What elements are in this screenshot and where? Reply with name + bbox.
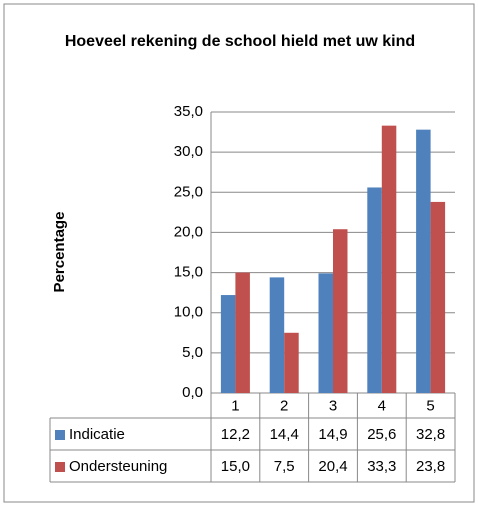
- legend-swatch: [55, 462, 65, 472]
- table-value: 20,4: [318, 458, 347, 475]
- legend-swatch: [55, 430, 65, 440]
- bar: [269, 277, 285, 393]
- table-value: 14,4: [270, 426, 299, 443]
- x-tick-label: 2: [280, 397, 288, 414]
- bar: [235, 272, 250, 393]
- table-value: 14,9: [318, 426, 347, 443]
- table-value: 32,8: [416, 426, 445, 443]
- y-axis-label: Percentage: [51, 212, 68, 293]
- legend-label: Ondersteuning: [69, 458, 167, 475]
- table-value: 7,5: [274, 458, 295, 475]
- legend-label: Indicatie: [69, 426, 125, 443]
- x-tick-label: 3: [329, 397, 337, 414]
- y-tick-label: 30,0: [174, 143, 203, 160]
- bar: [220, 295, 236, 393]
- bar: [430, 201, 446, 393]
- bar: [367, 187, 382, 393]
- y-tick-label: 15,0: [174, 264, 203, 281]
- table-value: 25,6: [367, 426, 396, 443]
- y-tick-label: 10,0: [174, 304, 203, 321]
- y-tick-label: 25,0: [174, 183, 203, 200]
- y-tick-label: 5,0: [182, 344, 203, 361]
- x-tick-label: 4: [378, 397, 386, 414]
- bar: [333, 229, 348, 393]
- x-tick-label: 1: [231, 397, 239, 414]
- bar: [381, 125, 397, 394]
- chart-title: Hoeveel rekening de school hield met uw …: [64, 33, 416, 50]
- y-tick-label: 20,0: [174, 223, 203, 240]
- chart-border: [3, 3, 475, 503]
- bar: [318, 273, 333, 393]
- bar: [284, 332, 299, 393]
- x-tick-label: 5: [426, 397, 434, 414]
- table-value: 12,2: [221, 426, 250, 443]
- table-value: 15,0: [221, 458, 250, 475]
- y-tick-label: 35,0: [174, 103, 203, 120]
- table-value: 23,8: [416, 458, 445, 475]
- table-value: 33,3: [367, 458, 396, 475]
- y-tick-label: 0,0: [182, 384, 203, 401]
- bar: [416, 129, 431, 394]
